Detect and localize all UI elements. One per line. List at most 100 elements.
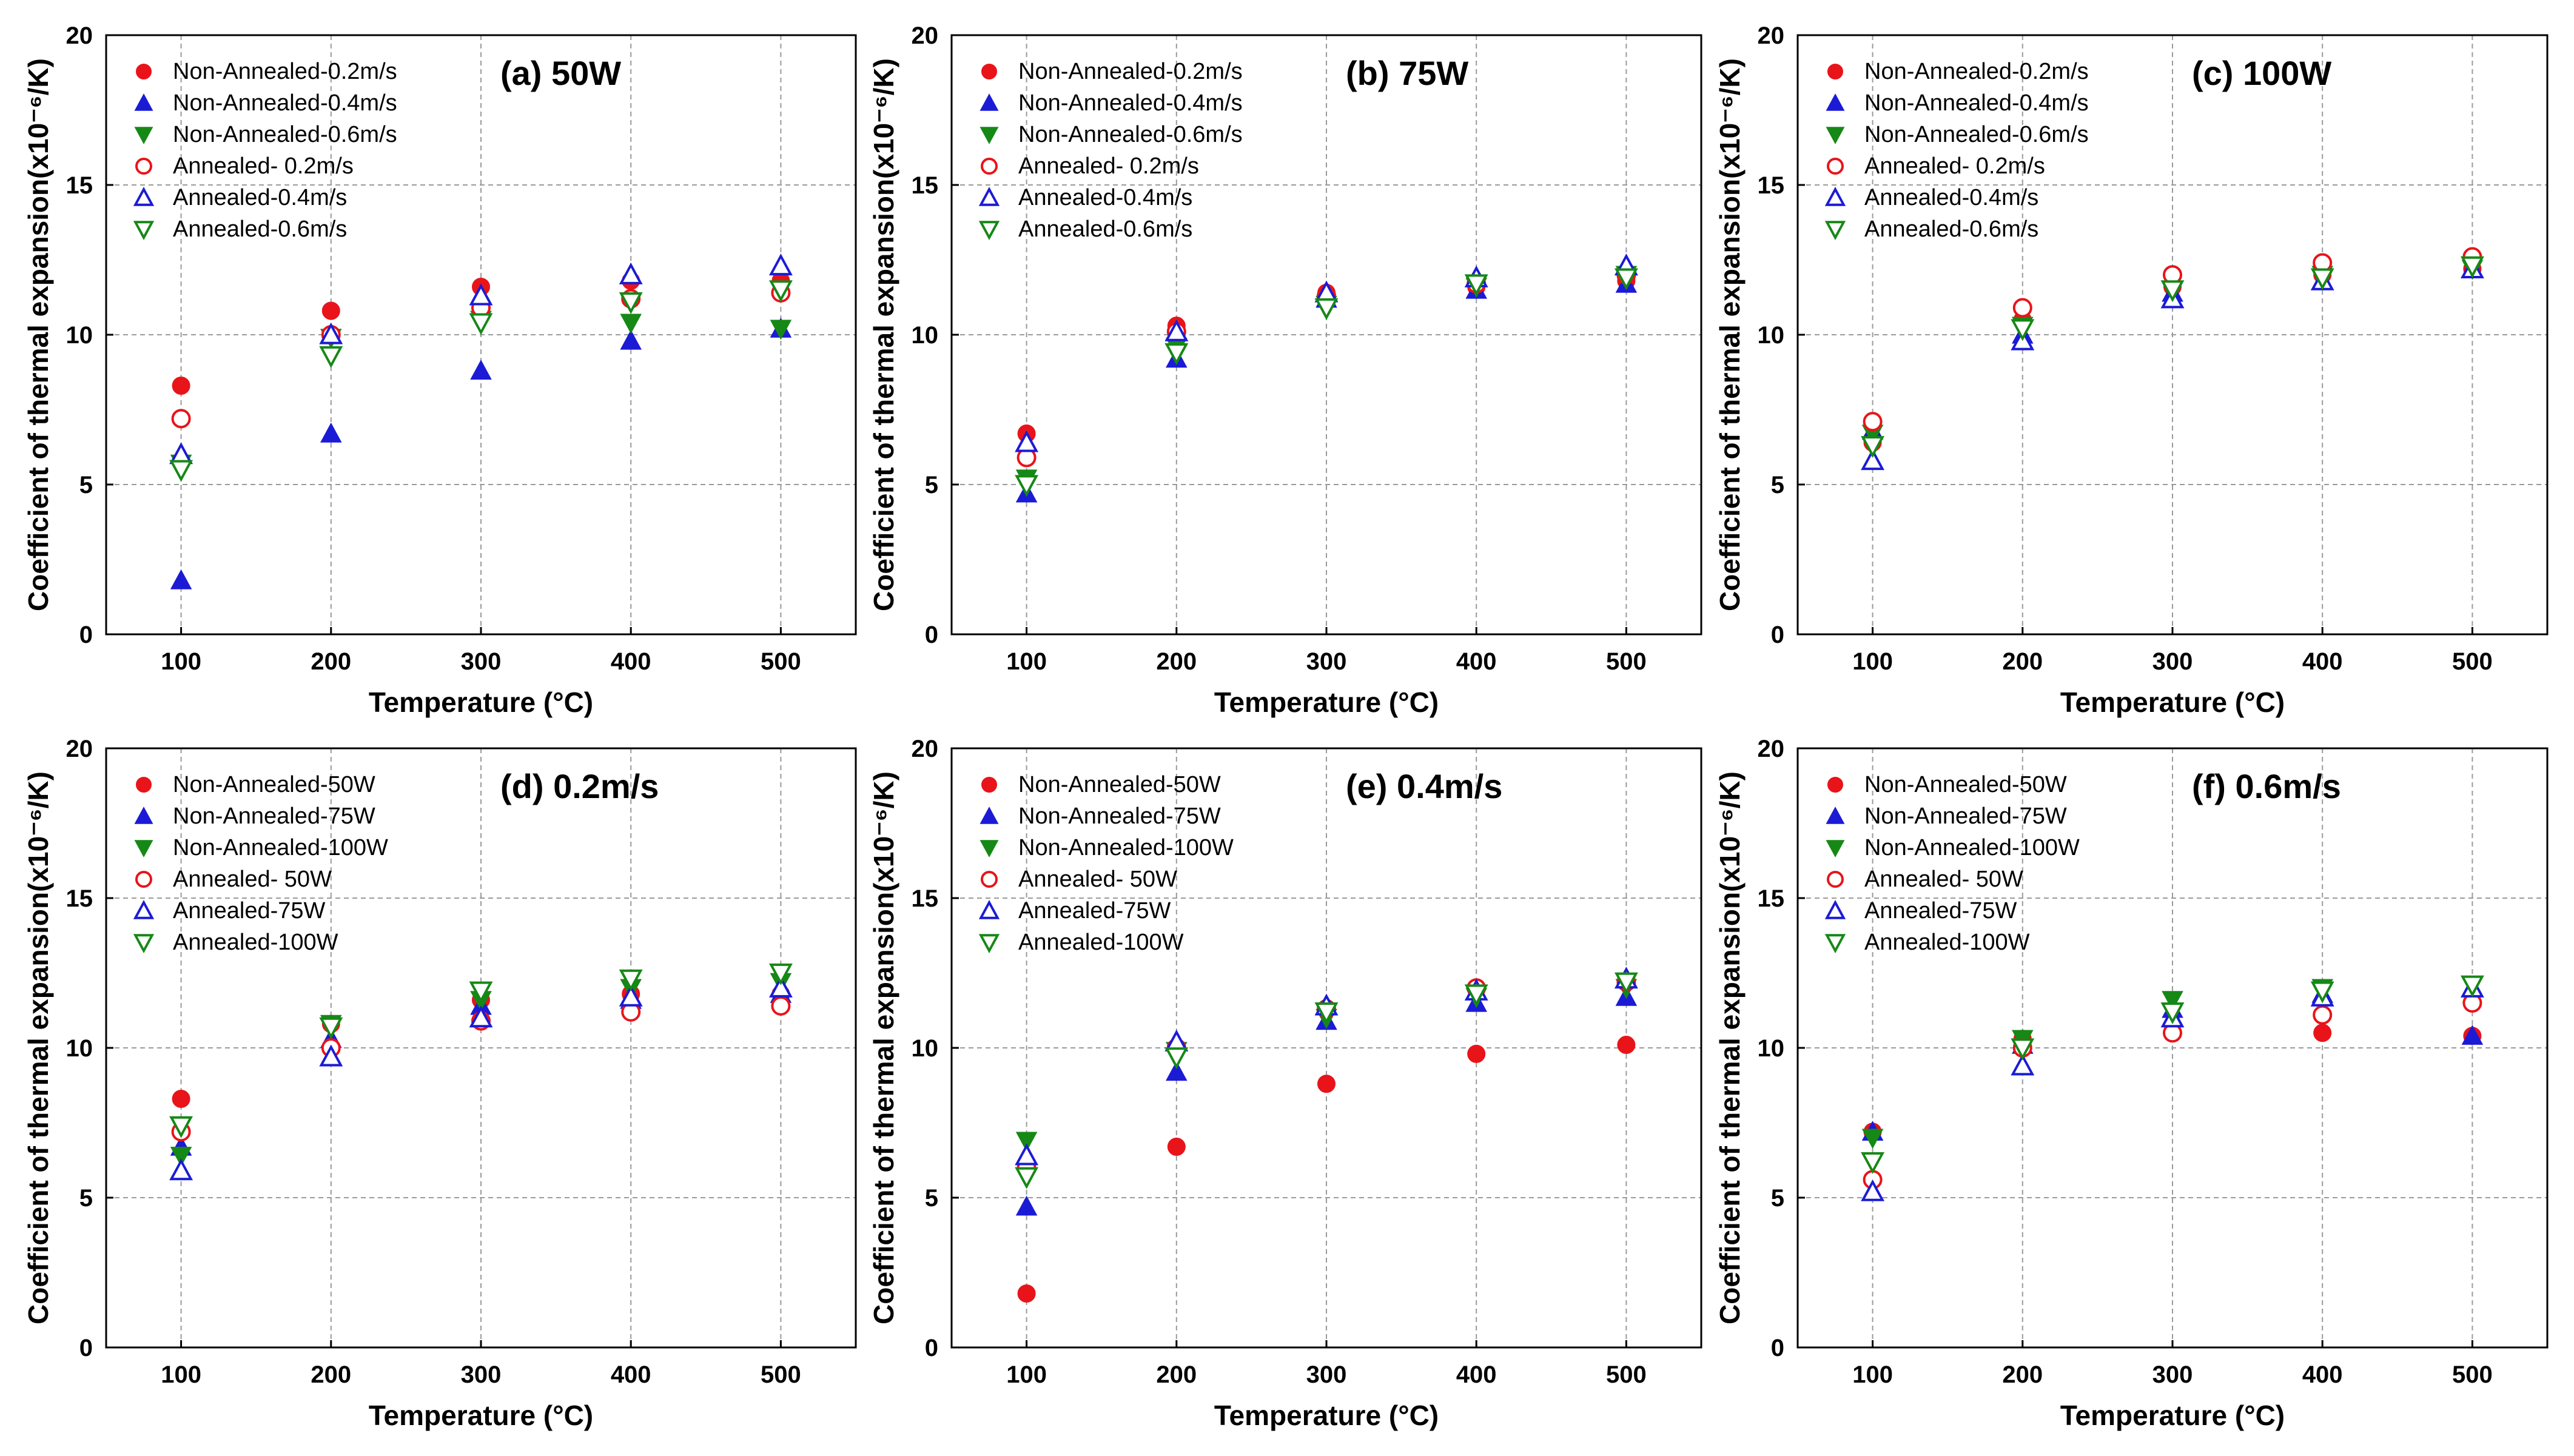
legend-marker [980, 840, 999, 857]
x-tick-label: 100 [161, 1361, 201, 1388]
x-tick-label: 500 [1606, 1361, 1647, 1388]
y-tick-label: 10 [1758, 322, 1785, 349]
legend-marker [134, 807, 153, 824]
legend-label: Annealed- 50W [1864, 867, 2023, 892]
x-tick-label: 500 [761, 648, 801, 675]
y-axis-title: Coefficient of thermal expansion(x10⁻⁶/K… [868, 771, 899, 1324]
data-point [1164, 343, 1189, 365]
legend-label: Non-Annealed-0.4m/s [1864, 90, 2089, 116]
data-point [2011, 1038, 2035, 1061]
data-point [321, 301, 340, 320]
chart-panel-4: 100 200 300 400 500 0 5 10 15 20 Temperature (°C) C… [22, 736, 857, 1431]
legend-marker [1827, 777, 1843, 793]
data-point [169, 1158, 193, 1181]
x-axis-title: Temperature (°C) [2060, 686, 2285, 718]
legend-label: Annealed-0.6m/s [173, 216, 347, 242]
y-axis-title: Coefficient of thermal expansion(x10⁻⁶/K… [1714, 771, 1746, 1324]
data-point [1861, 1152, 1885, 1175]
x-tick-label: 100 [161, 648, 201, 675]
data-point [2160, 1002, 2185, 1025]
x-tick-label: 200 [1156, 1361, 1197, 1388]
chart-panel-5: 100 200 300 400 500 0 5 10 15 20 Temperature (°C) C… [868, 736, 1702, 1431]
panel-title: (d) 0.2m/s [500, 767, 659, 805]
y-tick-label: 5 [925, 472, 938, 498]
data-point [1464, 274, 1488, 297]
x-axis-title: Temperature (°C) [369, 686, 593, 718]
data-point [1314, 1002, 1339, 1025]
data-point [1317, 1075, 1336, 1093]
legend-marker [134, 127, 153, 144]
x-tick-label: 200 [2002, 648, 2043, 675]
y-tick-label: 0 [79, 1335, 93, 1361]
y-tick-label: 20 [1758, 22, 1785, 49]
y-tick-label: 10 [912, 322, 939, 349]
x-axis-title: Temperature (°C) [1214, 686, 1439, 718]
panel-title: (b) 75W [1346, 54, 1468, 92]
data-point [1861, 1179, 1885, 1201]
data-point [1015, 1132, 1038, 1152]
legend-label: Non-Annealed-0.6m/s [1018, 122, 1243, 147]
x-axis-title: Temperature (°C) [2060, 1400, 2285, 1431]
data-point [171, 409, 191, 429]
legend-marker [1827, 64, 1843, 79]
legend-marker [978, 221, 1000, 241]
y-tick-label: 5 [1771, 472, 1784, 498]
y-axis-title: Coefficient of thermal expansion(x10⁻⁶/K… [22, 58, 54, 611]
data-point [1164, 1047, 1189, 1070]
y-tick-label: 15 [1758, 885, 1785, 912]
data-point [1017, 1284, 1036, 1303]
data-point [2011, 1053, 2035, 1076]
data-point [2460, 975, 2484, 998]
y-tick-label: 5 [925, 1185, 938, 1212]
x-tick-label: 300 [461, 648, 502, 675]
legend-marker [1824, 899, 1846, 919]
legend-marker [980, 93, 999, 111]
y-tick-label: 0 [79, 622, 93, 648]
data-point [2160, 280, 2185, 303]
data-point [1166, 1061, 1188, 1081]
x-tick-label: 400 [1456, 1361, 1497, 1388]
panel-title: (a) 50W [500, 54, 621, 92]
legend-label: Non-Annealed-75W [173, 803, 375, 829]
data-point [169, 460, 193, 482]
legend-label: Annealed-0.4m/s [173, 185, 347, 210]
legend-label: Non-Annealed-100W [1864, 835, 2080, 861]
legend-marker [1827, 871, 1844, 888]
data-point [1614, 972, 1638, 995]
data-point [2310, 981, 2334, 1004]
legend-marker [133, 934, 155, 954]
legend-label: Non-Annealed-0.4m/s [173, 90, 397, 116]
legend-label: Annealed-75W [1864, 898, 2017, 924]
data-point [1614, 268, 1638, 290]
data-point [1861, 436, 1885, 458]
x-tick-label: 500 [761, 1361, 801, 1388]
legend-marker [134, 93, 153, 111]
data-point [170, 569, 192, 589]
y-tick-label: 0 [1771, 1335, 1784, 1361]
legend-marker [981, 871, 998, 888]
x-tick-label: 300 [1306, 648, 1347, 675]
data-point [2313, 1005, 2333, 1025]
data-point [1164, 319, 1189, 341]
legend-marker [1826, 93, 1845, 111]
legend-marker [1826, 840, 1845, 857]
legend-label: Annealed- 50W [173, 867, 332, 892]
legend-label: Non-Annealed-0.6m/s [1864, 122, 2089, 147]
y-axis-title: Coefficient of thermal expansion(x10⁻⁶/K… [22, 771, 54, 1324]
x-tick-label: 400 [611, 1361, 651, 1388]
y-axis-title: Coefficient of thermal expansion(x10⁻⁶/K… [1714, 58, 1746, 611]
data-point [1015, 1143, 1039, 1166]
panel-title: (f) 0.6m/s [2192, 767, 2341, 805]
legend-label: Annealed- 50W [1018, 867, 1177, 892]
legend-marker [1827, 158, 1844, 175]
legend-label: Non-Annealed-50W [1018, 772, 1221, 797]
chart-panel-3: 100 200 300 400 500 0 5 10 15 20 Temperature (°C) C… [1714, 22, 2549, 718]
data-point [319, 322, 343, 344]
legend-marker [133, 186, 155, 206]
legend-label: Annealed- 0.2m/s [1018, 153, 1199, 179]
y-tick-label: 15 [1758, 172, 1785, 199]
y-tick-label: 5 [79, 1185, 93, 1212]
y-tick-label: 20 [66, 736, 93, 762]
x-tick-label: 400 [2302, 1361, 2343, 1388]
